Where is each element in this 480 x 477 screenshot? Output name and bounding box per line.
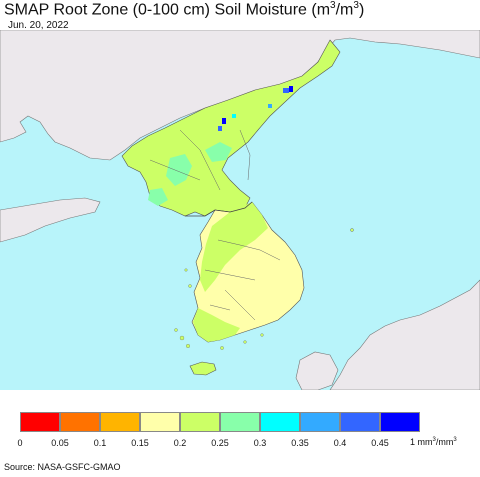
legend-swatch (220, 412, 260, 432)
map-panel (0, 30, 480, 390)
japan-landmass (329, 279, 480, 390)
kyushu-landmass (295, 351, 339, 390)
legend-swatch (340, 412, 380, 432)
legend-tick-label: 0.45 (371, 438, 389, 448)
legend-colorbar (20, 412, 420, 432)
moisture-pixel-blue (268, 104, 272, 108)
southern-islands (174, 268, 264, 350)
moisture-patch-green (200, 202, 268, 292)
legend-tick-label: 0.25 (211, 438, 229, 448)
dmz-border (185, 201, 253, 217)
legend-swatch (60, 412, 100, 432)
legend-tick-label: 0 (17, 438, 23, 448)
moisture-pixel-blue (289, 86, 293, 92)
legend-tick-label: 0.4 (333, 438, 347, 448)
moisture-pixel-blue (283, 88, 289, 93)
legend-swatch (140, 412, 180, 432)
legend-swatch (300, 412, 340, 432)
legend-swatch (20, 412, 60, 432)
small-island (350, 228, 354, 232)
moisture-pixel-blue (222, 118, 226, 124)
legend-tick-label: 0.3 (253, 438, 267, 448)
legend-swatch (100, 412, 140, 432)
legend-unit: 1 mm3/mm3 (410, 437, 457, 447)
moisture-pixel-blue (232, 114, 236, 118)
moisture-patch-cyan (148, 188, 168, 206)
legend-tick-label: 0.1 (93, 438, 107, 448)
legend-tick-label: 0.05 (51, 438, 69, 448)
jeju-island (189, 361, 217, 376)
moisture-patch-green (193, 308, 240, 342)
legend-tick-label: 0.15 (131, 438, 149, 448)
source-credit: Source: NASA-GSFC-GMAO (4, 462, 121, 472)
moisture-patch-cyan (166, 154, 192, 186)
legend-tick-label: 0.35 (291, 438, 309, 448)
legend-swatch (380, 412, 420, 432)
legend-swatch (180, 412, 220, 432)
province-borders (149, 129, 281, 321)
shandong-landmass (0, 197, 101, 243)
map-title: SMAP Root Zone (0-100 cm) Soil Moisture … (4, 0, 365, 19)
mainland-landmass (0, 30, 480, 161)
legend-tick-label: 0.2 (173, 438, 187, 448)
moisture-pixel-blue (218, 126, 222, 131)
legend-swatch (260, 412, 300, 432)
map-date: Jun. 20, 2022 (8, 20, 69, 31)
moisture-patch-cyan (205, 142, 232, 162)
